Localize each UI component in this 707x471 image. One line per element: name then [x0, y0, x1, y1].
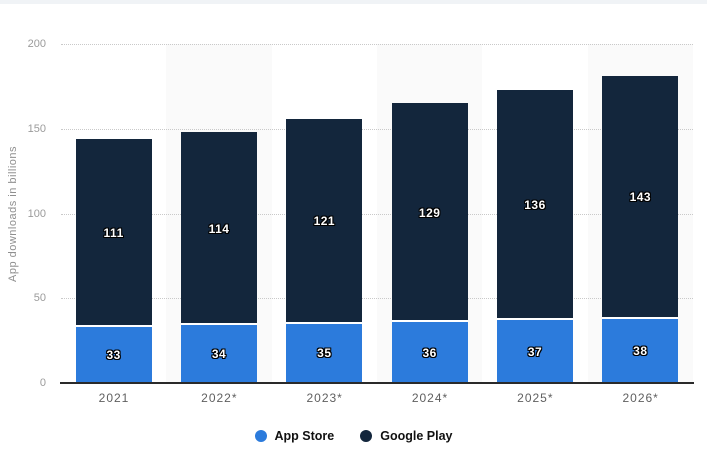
bar-segment-app-store-2021[interactable] [75, 327, 152, 383]
x-axis-label-2022*: 2022* [201, 391, 238, 405]
legend-item-app-store[interactable]: App Store [254, 429, 335, 443]
bar-segment-app-store-2022*[interactable] [181, 325, 257, 383]
value-label-app-store-2024*: 36 [422, 345, 437, 360]
legend-item-google-play[interactable]: Google Play [360, 429, 452, 443]
value-label-google-play-2025*: 136 [524, 198, 546, 213]
gridline-100 [61, 213, 693, 215]
bar-segment-google-play-2024*[interactable] [391, 103, 468, 322]
legend: App Store Google Play [0, 429, 707, 443]
google-play-legend-marker-icon [360, 430, 373, 442]
gridline-200 [61, 44, 693, 45]
bar-segment-app-store-2023*[interactable] [286, 323, 363, 383]
bar-segment-google-play-2023*[interactable] [286, 118, 363, 324]
x-axis-line [60, 382, 694, 384]
bar-segment-google-play-2021[interactable] [75, 138, 152, 328]
x-axis-label-2024*: 2024* [411, 391, 449, 405]
y-tick-label-0: 0 [39, 377, 46, 389]
y-tick-label-150: 150 [27, 122, 46, 135]
value-label-google-play-2024*: 129 [418, 205, 441, 220]
x-axis-label-2023*: 2023* [306, 391, 343, 405]
y-tick-label-100: 100 [27, 207, 46, 220]
bar-segment-google-play-2025*[interactable] [497, 89, 573, 321]
bar-segment-google-play-2022*[interactable] [181, 132, 257, 326]
x-axis-label-2025*: 2025* [517, 391, 554, 405]
bar-segment-app-store-2025*[interactable] [497, 320, 573, 383]
value-label-app-store-2023*: 35 [317, 346, 332, 361]
value-label-google-play-2026*: 143 [629, 190, 652, 205]
value-label-app-store-2021: 33 [106, 348, 121, 363]
value-label-app-store-2026*: 38 [633, 343, 648, 358]
gridline-150 [61, 128, 693, 130]
value-label-app-store-2022*: 34 [211, 347, 227, 362]
x-axis-label-2026*: 2026* [622, 391, 659, 405]
y-tick-label-200: 200 [27, 38, 46, 50]
bar-segment-app-store-2026*[interactable] [602, 318, 679, 383]
y-tick-label-50: 50 [33, 292, 46, 305]
value-label-google-play-2022*: 114 [208, 221, 230, 236]
value-label-google-play-2023*: 121 [313, 214, 336, 229]
gridline-50 [61, 298, 693, 300]
value-label-app-store-2025*: 37 [527, 344, 543, 359]
plot-area: 33 111 34 114 35 121 36 129 37 136 38 143 [61, 44, 693, 383]
value-label-google-play-2021: 111 [103, 226, 124, 240]
legend-label-app-store: App Store [274, 429, 335, 443]
x-axis-label-2021: 2021 [98, 391, 130, 405]
bar-segment-google-play-2026*[interactable] [602, 76, 679, 319]
top-strip [0, 0, 707, 4]
legend-label-google-play: Google Play [380, 429, 453, 443]
app-store-legend-marker-icon [254, 430, 267, 442]
bar-segment-app-store-2024*[interactable] [391, 321, 468, 383]
